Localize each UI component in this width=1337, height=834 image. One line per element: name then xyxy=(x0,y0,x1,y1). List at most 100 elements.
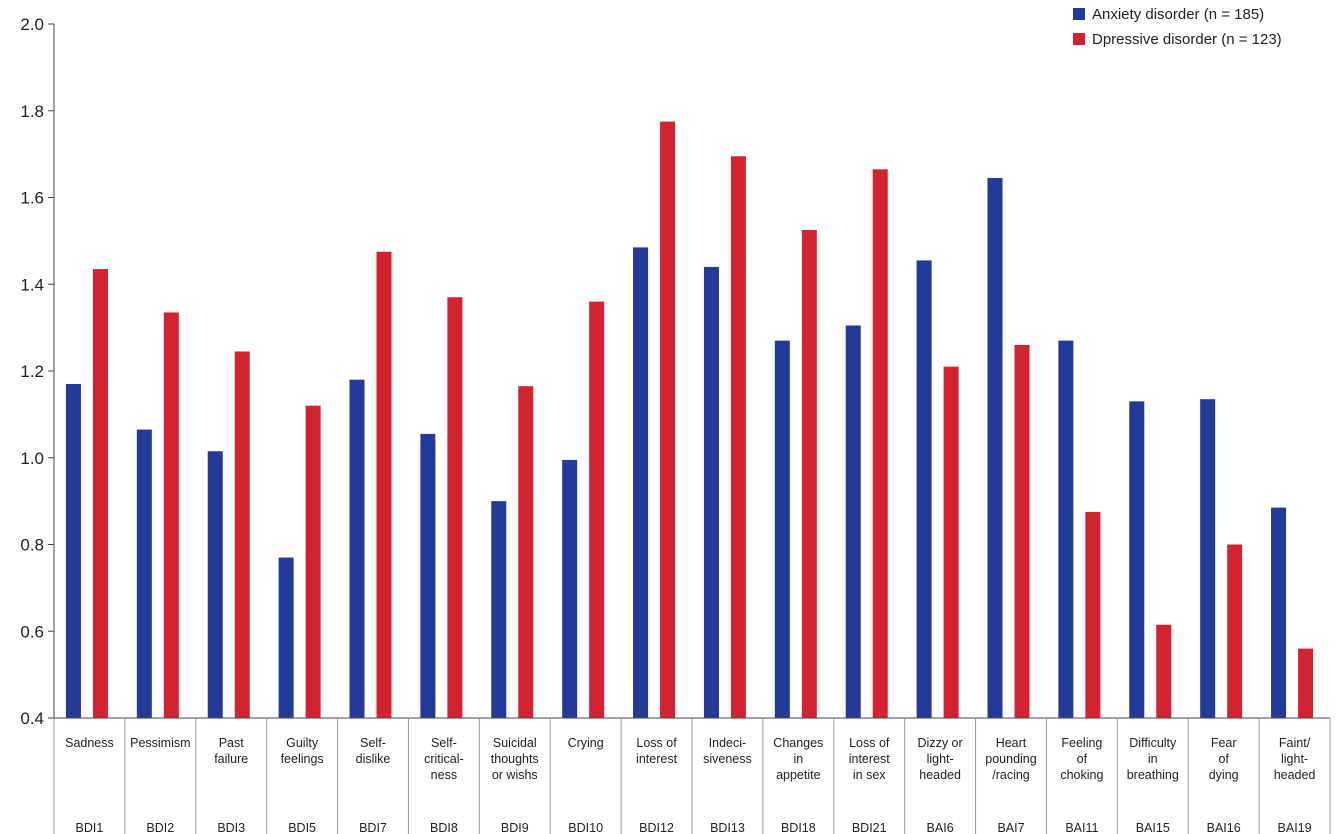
bar-depressive-bdi8 xyxy=(447,297,463,718)
bar-anxiety-bai11 xyxy=(1058,340,1074,718)
category-code: BDI13 xyxy=(710,821,745,834)
bar-depressive-bdi21 xyxy=(872,169,888,718)
category-code: BDI10 xyxy=(568,821,603,834)
bar-anxiety-bdi8 xyxy=(420,433,436,718)
category-label: /racing xyxy=(992,768,1030,782)
category-label: Crying xyxy=(568,736,604,750)
category-label: Loss of xyxy=(849,736,890,750)
y-tick-label: 2.0 xyxy=(20,15,44,34)
category-label: or wishs xyxy=(492,768,538,782)
category-label: siveness xyxy=(703,752,752,766)
category-code: BAI19 xyxy=(1278,821,1312,834)
category-label: of xyxy=(1218,752,1229,766)
bar-anxiety-bdi21 xyxy=(845,325,861,718)
bar-anxiety-bdi7 xyxy=(349,379,365,718)
y-tick-label: 0.4 xyxy=(20,709,44,728)
y-tick-label: 1.8 xyxy=(20,102,44,121)
category-code: BAI16 xyxy=(1207,821,1241,834)
legend-swatch-anxiety xyxy=(1073,8,1085,20)
category-label: Guilty xyxy=(286,736,319,750)
category-code: BAI15 xyxy=(1136,821,1170,834)
category-code: BDI3 xyxy=(217,821,245,834)
bar-depressive-bdi1 xyxy=(92,269,108,718)
y-tick-label: 0.6 xyxy=(20,622,44,641)
category-code: BAI6 xyxy=(927,821,954,834)
y-tick-label: 1.0 xyxy=(20,449,44,468)
y-tick-label: 1.4 xyxy=(20,275,44,294)
bar-anxiety-bai7 xyxy=(987,177,1003,719)
bar-anxiety-bai19 xyxy=(1271,507,1287,718)
bar-anxiety-bdi10 xyxy=(562,459,578,718)
category-label: Dizzy or xyxy=(918,736,963,750)
category-label: Fear xyxy=(1211,736,1237,750)
bar-depressive-bdi13 xyxy=(730,156,746,719)
category-label: in sex xyxy=(853,768,886,782)
axes: 0.4 0.6 0.8 1.0 1.2 1.4 1.6 1.8 2.0 xyxy=(20,15,55,728)
category-label: Suicidal xyxy=(493,736,537,750)
bar-anxiety-bdi2 xyxy=(136,429,152,718)
category-code: BDI9 xyxy=(501,821,529,834)
bar-anxiety-bdi5 xyxy=(278,557,294,718)
category-code: BDI7 xyxy=(359,821,387,834)
bars xyxy=(65,121,1314,719)
legend-swatch-depressive xyxy=(1073,33,1085,45)
bar-anxiety-bdi18 xyxy=(774,340,790,718)
category-label: feelings xyxy=(281,752,324,766)
category-code: BAI7 xyxy=(997,821,1024,834)
category-label: Feeling xyxy=(1061,736,1102,750)
category-code: BDI18 xyxy=(781,821,816,834)
category-label: in xyxy=(793,752,803,766)
bar-depressive-bdi7 xyxy=(376,251,392,718)
category-label: in xyxy=(1148,752,1158,766)
category-label: ness xyxy=(431,768,457,782)
y-tick-label: 0.8 xyxy=(20,536,44,555)
category-label: Loss of xyxy=(636,736,677,750)
category-label: dislike xyxy=(356,752,391,766)
bar-anxiety-bdi3 xyxy=(207,451,223,718)
category-label: Indeci- xyxy=(709,736,747,750)
category-label: thoughts xyxy=(491,752,539,766)
category-label: Sadness xyxy=(65,736,114,750)
bar-depressive-bdi5 xyxy=(305,405,321,718)
bar-depressive-bdi9 xyxy=(518,386,534,718)
bar-anxiety-bai6 xyxy=(916,260,932,718)
category-code: BDI1 xyxy=(76,821,104,834)
bar-depressive-bai11 xyxy=(1085,511,1101,718)
bar-depressive-bai7 xyxy=(1014,344,1030,718)
category-label: of xyxy=(1077,752,1088,766)
category-code: BDI5 xyxy=(288,821,316,834)
category-label: dying xyxy=(1209,768,1239,782)
y-tick-label: 1.2 xyxy=(20,362,44,381)
category-label: Faint/ xyxy=(1279,736,1311,750)
legend-label-anxiety: Anxiety disorder (n = 185) xyxy=(1092,6,1264,23)
category-label: interest xyxy=(636,752,678,766)
category-label: choking xyxy=(1060,768,1103,782)
category-label: Difficulty xyxy=(1129,736,1177,750)
category-table: Sadness BDI1 Pessimism BDI2 Past failure BDI3 G… xyxy=(53,717,1331,834)
bar-depressive-bdi12 xyxy=(660,121,676,719)
category-label: failure xyxy=(214,752,248,766)
category-label: Changes xyxy=(773,736,823,750)
category-label: Self- xyxy=(431,736,457,750)
category-label: light- xyxy=(1281,752,1308,766)
category-label: Past xyxy=(219,736,245,750)
category-label: pounding xyxy=(985,752,1036,766)
category-code: BDI8 xyxy=(430,821,458,834)
bar-anxiety-bdi9 xyxy=(491,501,507,719)
y-tick-label: 1.6 xyxy=(20,189,44,208)
category-label: interest xyxy=(849,752,891,766)
category-label: light- xyxy=(927,752,954,766)
bar-depressive-bai15 xyxy=(1156,624,1172,718)
category-label: Heart xyxy=(996,736,1027,750)
category-label: headed xyxy=(1274,768,1316,782)
category-label: critical- xyxy=(424,752,464,766)
bar-anxiety-bai16 xyxy=(1200,399,1216,718)
bar-anxiety-bai15 xyxy=(1129,401,1145,718)
bar-anxiety-bdi1 xyxy=(65,384,81,718)
bar-depressive-bdi10 xyxy=(589,301,605,718)
bar-depressive-bdi2 xyxy=(163,312,179,718)
category-code: BDI12 xyxy=(639,821,674,834)
legend: Anxiety disorder (n = 185) Dpressive diso… xyxy=(1073,6,1282,48)
category-label: headed xyxy=(919,768,961,782)
